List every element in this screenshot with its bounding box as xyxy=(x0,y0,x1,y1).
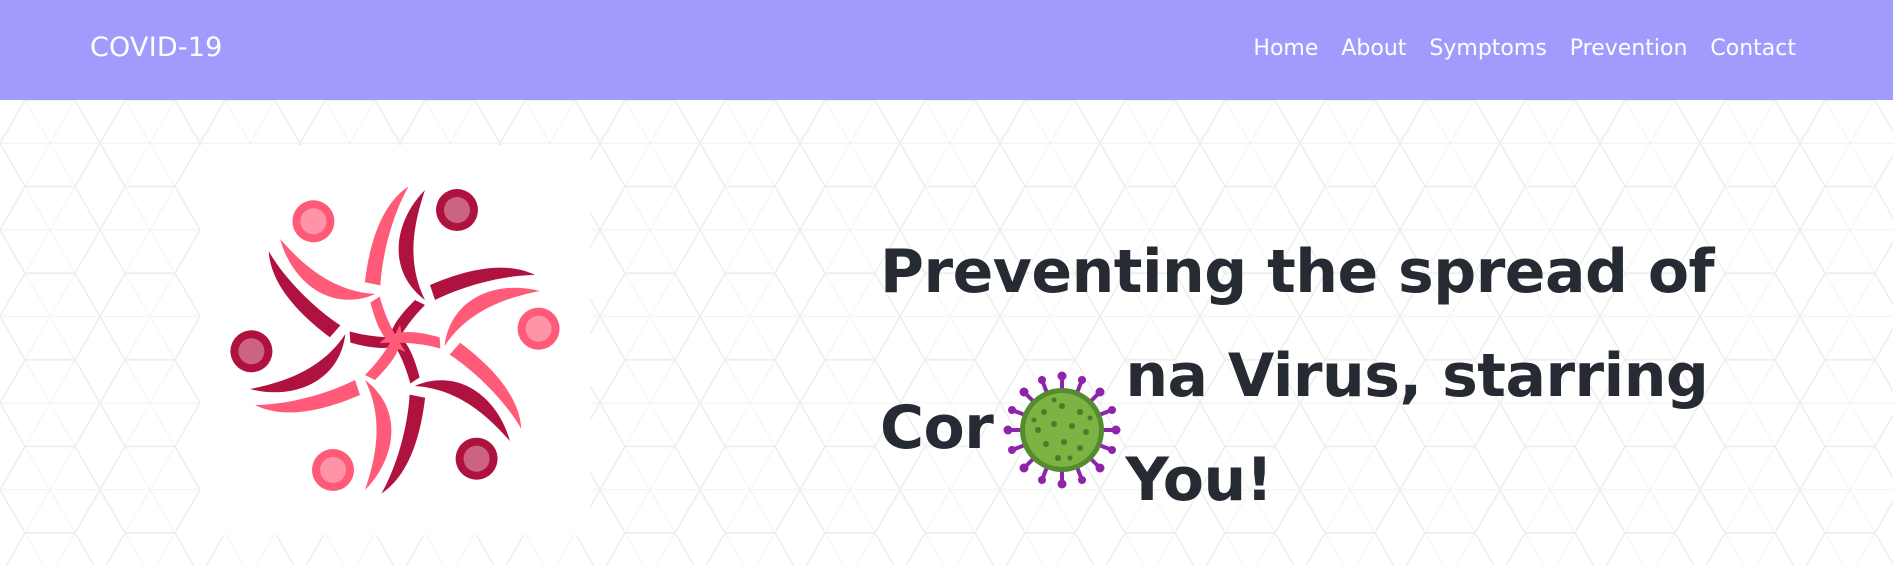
hero-section: Preventing the spread of Cor xyxy=(0,100,1893,565)
headline-line-2: Cor xyxy=(880,324,1840,532)
nav-about-link[interactable]: About xyxy=(1341,36,1407,61)
hero-headline: Preventing the spread of Cor xyxy=(880,220,1840,532)
nav-symptoms-link[interactable]: Symptoms xyxy=(1429,36,1547,61)
coronavirus-icon xyxy=(1003,371,1121,489)
headline-line-2-start: Cor xyxy=(880,393,994,463)
brand-link[interactable]: COVID-19 xyxy=(90,32,223,63)
nav-prevention-link[interactable]: Prevention xyxy=(1569,36,1688,61)
headline-line-2-end: na Virus, starring You! xyxy=(1125,341,1709,515)
nav-links: Home About Symptoms Prevention Contact xyxy=(1230,36,1796,61)
top-navbar: COVID-19 Home About Symptoms Prevention … xyxy=(0,0,1893,100)
nav-home-link[interactable]: Home xyxy=(1253,36,1319,61)
people-circle-logo xyxy=(200,145,590,535)
headline-line-1: Preventing the spread of xyxy=(880,237,1715,307)
nav-contact-link[interactable]: Contact xyxy=(1710,36,1796,61)
